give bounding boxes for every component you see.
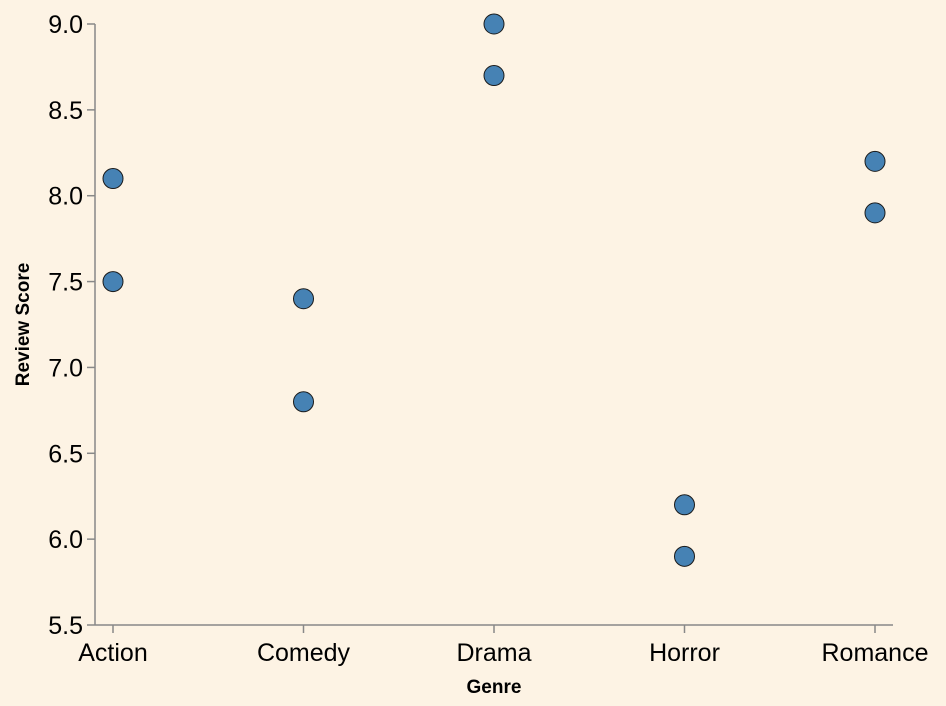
y-tick-label: 6.5 <box>48 440 83 468</box>
x-tick-label: Romance <box>822 639 929 667</box>
y-axis: 5.5 6.0 6.5 7.0 7.5 8.0 8.5 9.0 <box>48 11 96 640</box>
y-tick-label: 7.0 <box>48 354 83 382</box>
y-tick-label: 9.0 <box>48 11 83 39</box>
x-axis-title: Genre <box>467 677 522 698</box>
y-tick-label: 8.0 <box>48 183 83 211</box>
data-point <box>483 13 505 35</box>
data-points <box>102 13 886 567</box>
data-point <box>293 288 314 310</box>
data-point <box>674 494 695 516</box>
y-tick-label: 5.5 <box>48 612 83 640</box>
data-point <box>483 65 505 87</box>
y-axis-title: Review Score <box>13 263 34 387</box>
x-axis: Action Comedy Drama Horror Romance <box>78 624 929 667</box>
data-point <box>102 271 124 293</box>
data-point <box>864 150 886 172</box>
data-point <box>102 168 124 190</box>
x-tick-label: Comedy <box>257 639 351 667</box>
data-point <box>864 202 886 224</box>
x-tick-label: Action <box>78 639 147 667</box>
y-tick-label: 7.5 <box>48 269 83 297</box>
data-point <box>293 391 314 413</box>
x-tick-label: Horror <box>649 639 720 667</box>
x-tick-label: Drama <box>456 639 531 667</box>
y-tick-label: 6.0 <box>48 526 83 554</box>
y-tick-label: 8.5 <box>48 97 83 125</box>
data-point <box>674 545 695 567</box>
